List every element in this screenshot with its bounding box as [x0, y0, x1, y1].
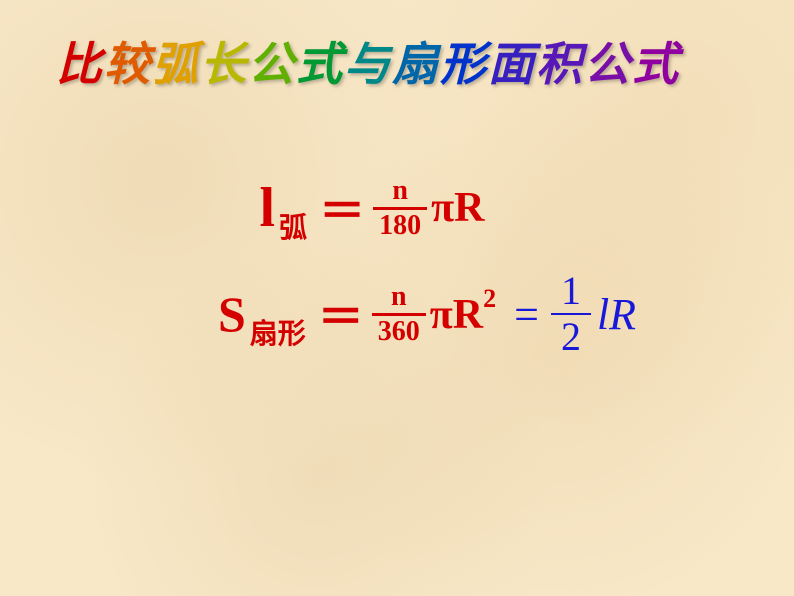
- sector-area-formula: S 扇形 ＝ n 360 πR2 = 1 2 lR: [60, 271, 794, 357]
- arc-symbol: l: [260, 176, 276, 240]
- formulas-block: l 弧 ＝ n 180 πR S 扇形 ＝ n 360 πR2 = 1 2 lR: [0, 175, 794, 387]
- arc-frac-num: n: [386, 177, 414, 207]
- alt-tail: lR: [597, 289, 636, 340]
- arc-fraction: n 180: [373, 177, 427, 240]
- arc-equals: ＝: [319, 175, 365, 241]
- title-char: 弧: [152, 28, 200, 94]
- title-char: 与: [344, 28, 392, 94]
- arc-frac-den: 180: [373, 207, 427, 240]
- sector-symbol: S: [218, 285, 246, 343]
- sector-tail-base: πR: [430, 292, 483, 338]
- alt-frac-den: 2: [551, 313, 591, 357]
- arc-tail: πR: [431, 184, 484, 232]
- sector-tail: πR2: [430, 290, 496, 339]
- sector-tail-exp: 2: [483, 284, 496, 313]
- sector-frac-den: 360: [372, 313, 426, 346]
- title-char: 形: [440, 28, 488, 94]
- title-char: 面: [488, 28, 536, 94]
- alt-equals: =: [514, 289, 539, 340]
- title-char: 式: [632, 28, 680, 94]
- slide-title: 比较弧长公式与扇形面积公式: [56, 28, 680, 94]
- title-char: 长: [200, 28, 248, 94]
- sector-equals: ＝: [318, 281, 364, 347]
- title-char: 积: [536, 28, 584, 94]
- sector-fraction: n 360: [372, 283, 426, 346]
- title-char: 公: [584, 28, 632, 94]
- sector-subscript: 扇形: [250, 312, 306, 352]
- title-char: 式: [296, 28, 344, 94]
- alt-frac-num: 1: [551, 271, 591, 313]
- title-char: 扇: [392, 28, 440, 94]
- title-char: 公: [248, 28, 296, 94]
- alt-fraction: 1 2: [551, 271, 591, 357]
- title-char: 比: [56, 28, 104, 94]
- title-char: 较: [104, 28, 152, 94]
- sector-frac-num: n: [385, 283, 413, 313]
- arc-subscript: 弧: [279, 206, 307, 246]
- arc-length-formula: l 弧 ＝ n 180 πR: [0, 175, 794, 241]
